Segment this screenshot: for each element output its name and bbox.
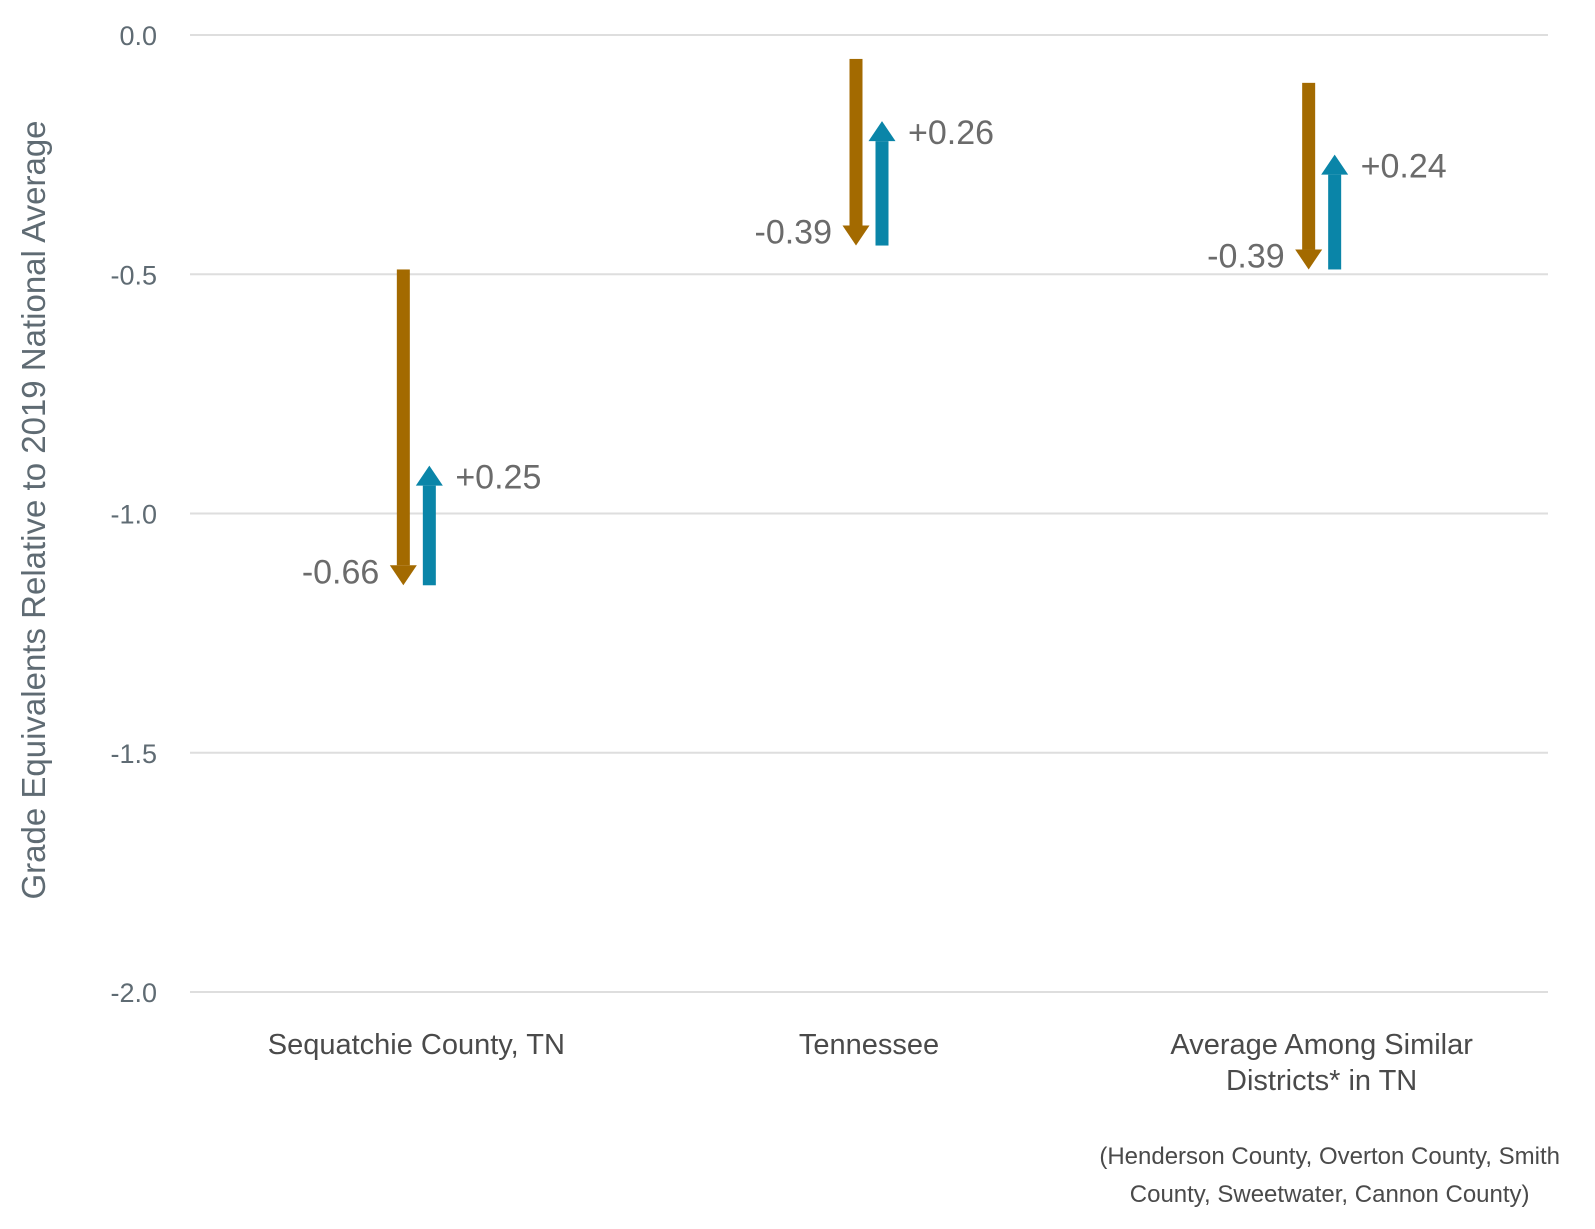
recovery-arrow-shaft <box>1328 174 1342 270</box>
decline-arrow-head <box>1295 249 1323 270</box>
y-tick-label: -1.0 <box>110 500 157 530</box>
decline-arrow-shaft <box>849 58 863 226</box>
y-tick-label: -1.5 <box>110 739 157 769</box>
footnote-line: (Henderson County, Overton County, Smith <box>1099 1143 1560 1170</box>
grid-layer <box>190 34 1548 993</box>
decline-arrow-head <box>389 565 417 586</box>
category-label: Tennessee <box>799 1029 939 1061</box>
category-label: Districts* in TN <box>1226 1065 1417 1097</box>
decline-value-label: -0.39 <box>1207 237 1285 275</box>
recovery-arrow-shaft <box>422 485 436 586</box>
recovery-value-label: +0.24 <box>1361 148 1447 186</box>
y-axis-label: Grade Equivalents Relative to 2019 Natio… <box>15 120 52 899</box>
arrow-layer <box>389 58 1349 586</box>
decline-value-label: -0.39 <box>755 214 833 252</box>
recovery-value-label: +0.25 <box>455 459 541 497</box>
recovery-arrow-head <box>868 121 896 142</box>
decline-value-label: -0.66 <box>302 553 380 591</box>
decline-arrow-shaft <box>396 269 410 566</box>
recovery-arrow-head <box>415 465 443 486</box>
recovery-value-label: +0.26 <box>908 114 994 152</box>
category-label: Average Among Similar <box>1170 1029 1473 1061</box>
label-layer: 0.0 -0.5 -1.0 -1.5 -2.0 -0.66 +0.25 Sequatchie … <box>110 21 1560 1208</box>
footnote-line: County, Sweetwater, Cannon County) <box>1130 1181 1530 1208</box>
y-tick-label: -2.0 <box>110 978 157 1008</box>
category-label: Sequatchie County, TN <box>268 1029 565 1061</box>
y-tick-label: -0.5 <box>110 260 157 290</box>
recovery-arrow-shaft <box>875 141 889 246</box>
decline-arrow-head <box>842 225 870 246</box>
recovery-arrow-head <box>1321 154 1349 175</box>
y-tick-label: 0.0 <box>119 21 157 51</box>
decline-arrow-shaft <box>1302 82 1316 250</box>
